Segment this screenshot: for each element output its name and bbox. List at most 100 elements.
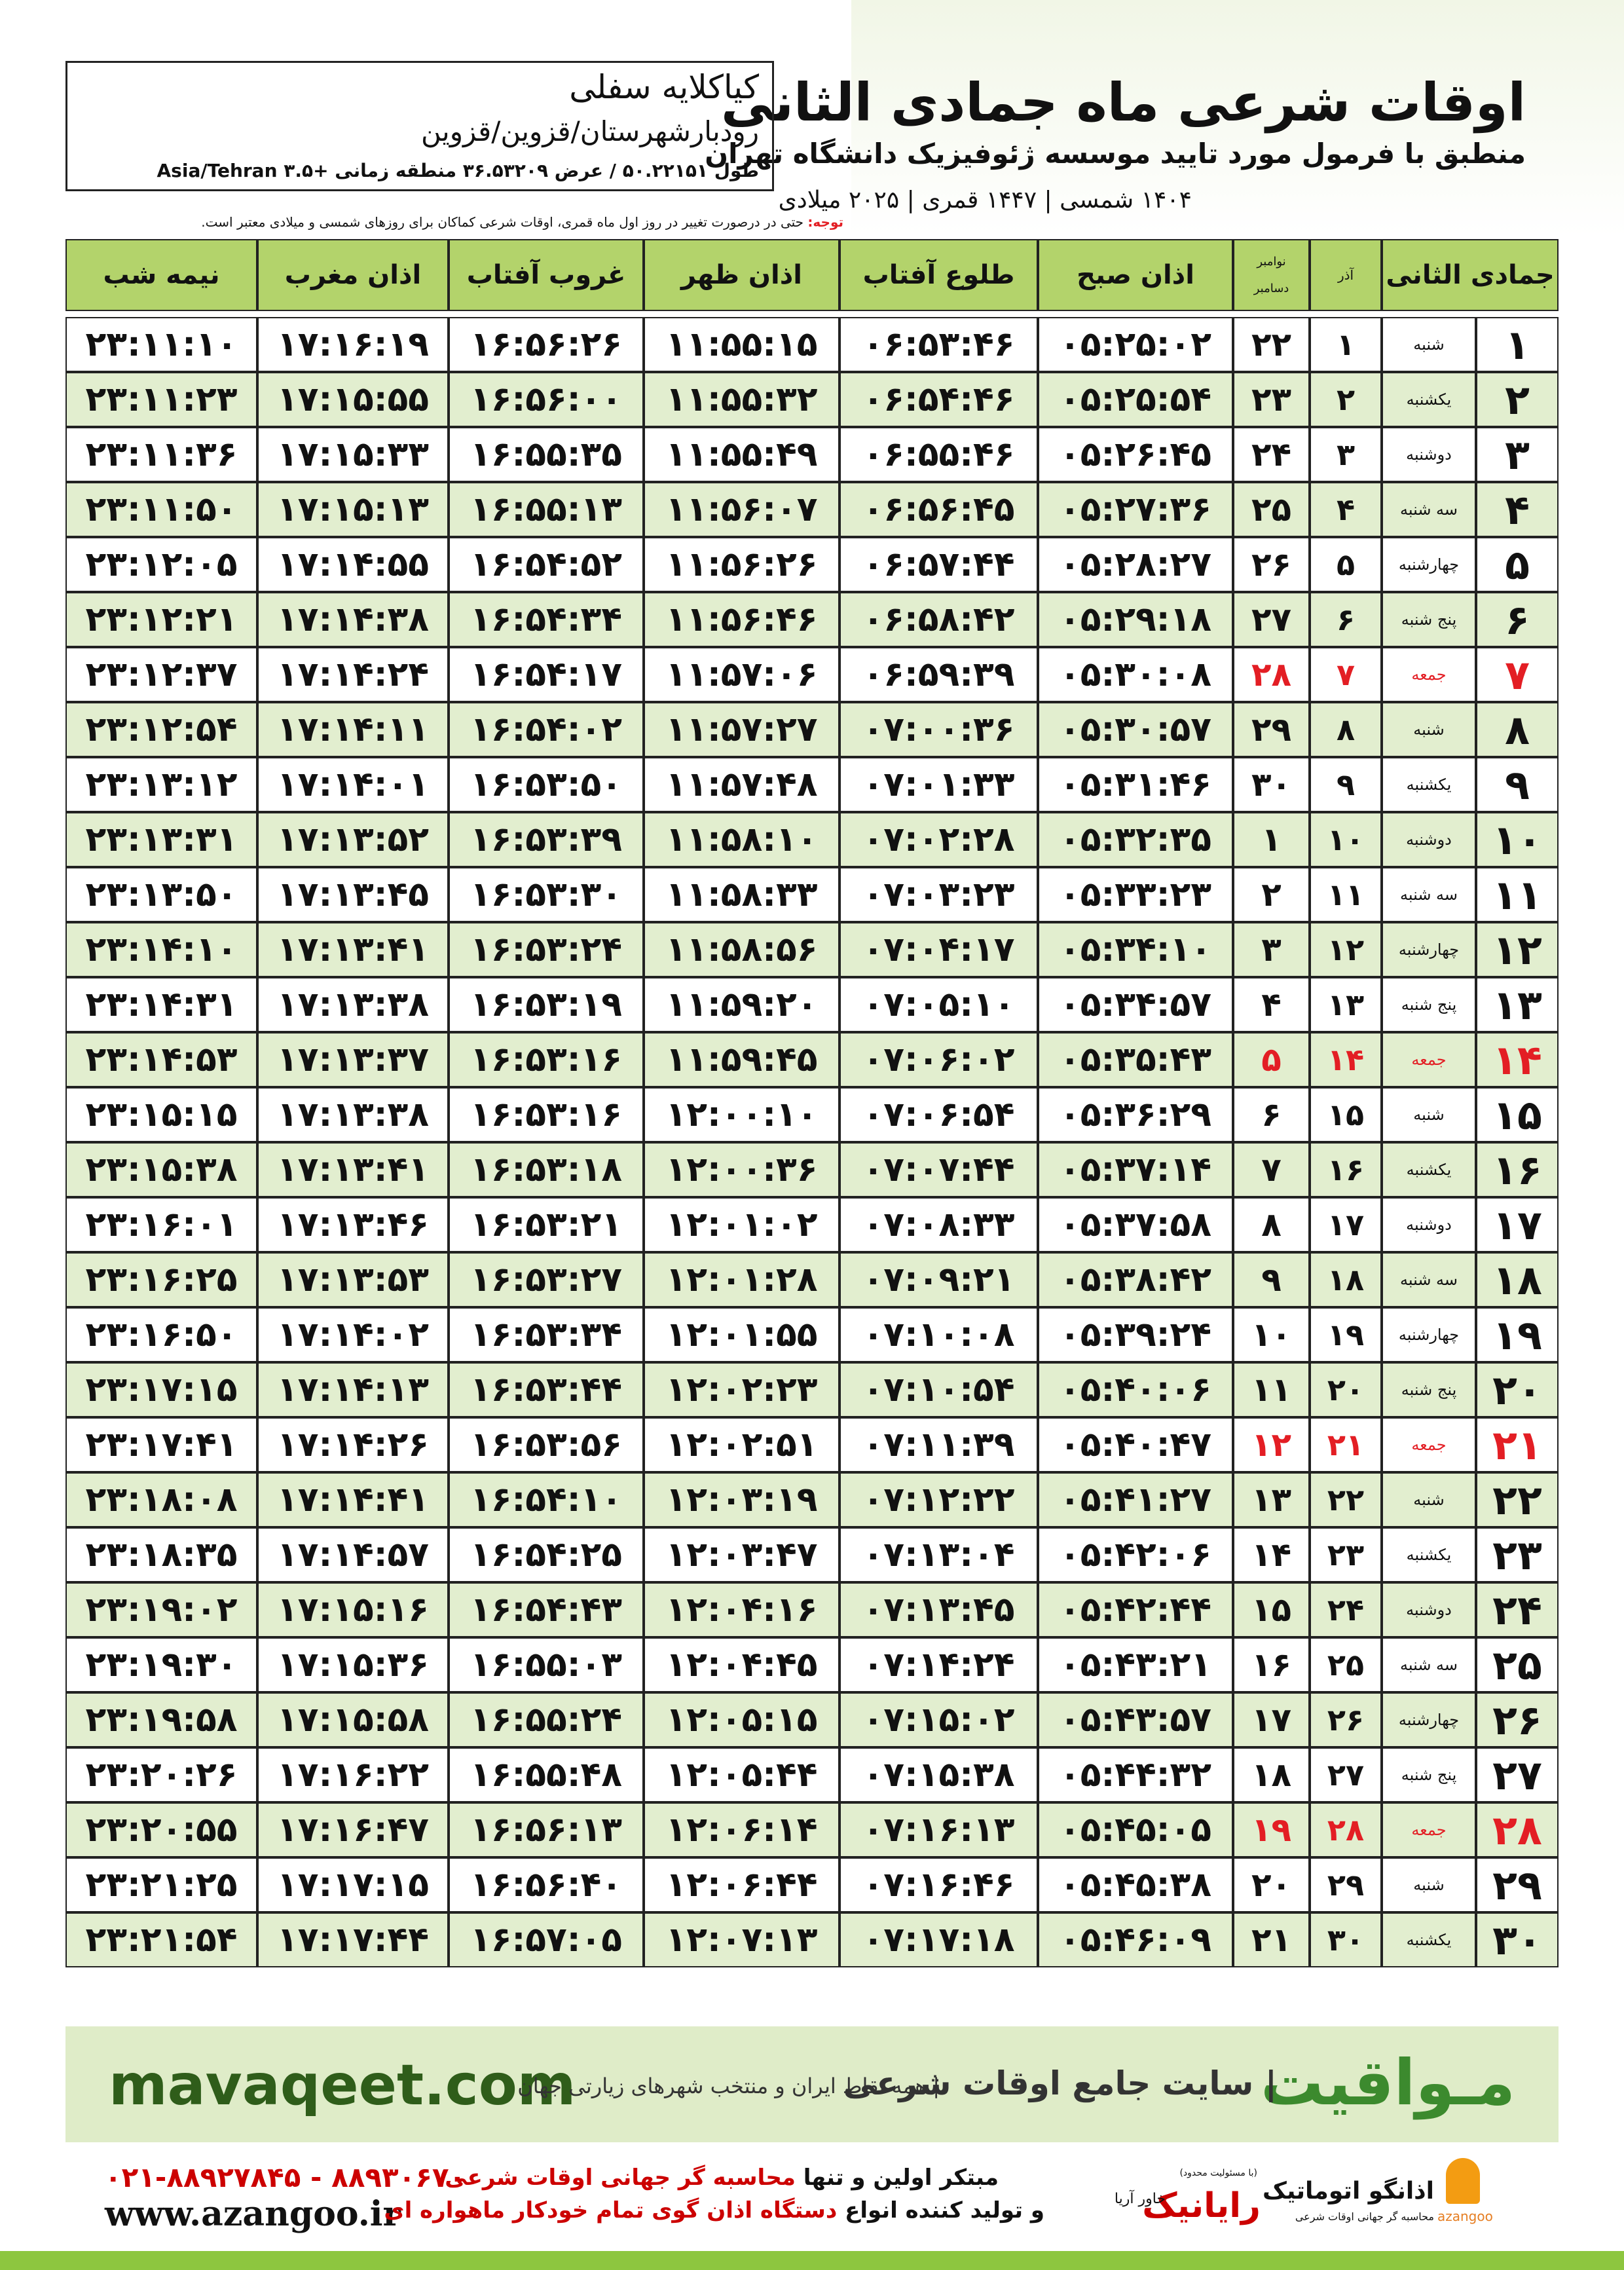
time-cell: ۱۶:۵۳:۱۶	[449, 1087, 644, 1142]
day-cell: ۱۱	[1476, 867, 1559, 922]
time-cell: ۱۶:۵۴:۲۵	[449, 1527, 644, 1582]
day-cell: یکشنبه	[1382, 372, 1476, 427]
day-cell: ۶	[1233, 1087, 1310, 1142]
day-cell: ۲۲	[1233, 317, 1310, 372]
time-cell: ۰۵:۳۱:۴۶	[1038, 757, 1233, 812]
time-cell: ۰۷:۰۱:۳۳	[840, 757, 1038, 812]
time-cell: ۱۶:۵۳:۵۶	[449, 1417, 644, 1472]
time-cell: ۰۶:۵۷:۴۴	[840, 537, 1038, 592]
time-cell: ۰۵:۳۳:۲۳	[1038, 867, 1233, 922]
day-cell: ۱۴	[1476, 1032, 1559, 1087]
day-cell: ۱۷	[1310, 1197, 1382, 1252]
time-cell: ۲۳:۱۲:۰۵	[65, 537, 257, 592]
column-header: اذان ظهر	[644, 239, 840, 311]
day-cell: یکشنبه	[1382, 757, 1476, 812]
day-cell: شنبه	[1382, 1857, 1476, 1912]
time-cell: ۰۷:۰۹:۲۱	[840, 1252, 1038, 1307]
day-cell: ۹	[1476, 757, 1559, 812]
time-cell: ۲۳:۱۱:۱۰	[65, 317, 257, 372]
bottom-bar	[0, 2251, 1624, 2270]
time-cell: ۲۳:۱۶:۰۱	[65, 1197, 257, 1252]
website: mavaqeet.com	[109, 2053, 576, 2118]
day-cell: ۲۷	[1310, 1747, 1382, 1802]
time-cell: ۲۳:۱۵:۱۵	[65, 1087, 257, 1142]
time-cell: ۰۵:۳۵:۴۳	[1038, 1032, 1233, 1087]
time-cell: ۱۷:۱۷:۴۴	[257, 1912, 449, 1967]
time-cell: ۱۷:۱۴:۰۲	[257, 1307, 449, 1362]
time-cell: ۱۷:۱۵:۱۳	[257, 482, 449, 537]
time-cell: ۰۵:۳۰:۵۷	[1038, 702, 1233, 757]
time-cell: ۱۶:۵۶:۰۰	[449, 372, 644, 427]
day-cell: ۲۱	[1476, 1417, 1559, 1472]
logo2-sub: محاسبه گر جهانی اوقات شرعی	[1295, 2210, 1434, 2223]
time-cell: ۰۵:۴۱:۲۷	[1038, 1472, 1233, 1527]
time-cell: ۲۳:۱۳:۵۰	[65, 867, 257, 922]
day-cell: ۱۵	[1233, 1582, 1310, 1637]
day-cell: ۲۲	[1310, 1472, 1382, 1527]
time-cell: ۱۱:۵۷:۴۸	[644, 757, 840, 812]
time-cell: ۲۳:۱۴:۵۳	[65, 1032, 257, 1087]
time-cell: ۱۲:۰۴:۱۶	[644, 1582, 840, 1637]
time-cell: ۲۳:۱۶:۲۵	[65, 1252, 257, 1307]
day-cell: جمعه	[1382, 647, 1476, 702]
day-cell: ۱۰	[1233, 1307, 1310, 1362]
time-cell: ۱۶:۵۳:۱۸	[449, 1142, 644, 1197]
day-cell: سه شنبه	[1382, 1252, 1476, 1307]
day-cell: ۱۳	[1476, 977, 1559, 1032]
time-cell: ۱۱:۵۸:۵۶	[644, 922, 840, 977]
time-cell: ۱۱:۵۵:۳۲	[644, 372, 840, 427]
day-cell: ۹	[1233, 1252, 1310, 1307]
time-cell: ۱۶:۵۷:۰۵	[449, 1912, 644, 1967]
day-cell: ۱	[1476, 317, 1559, 372]
time-cell: ۰۷:۰۸:۳۳	[840, 1197, 1038, 1252]
time-cell: ۲۳:۱۲:۵۴	[65, 702, 257, 757]
day-cell: شنبه	[1382, 1087, 1476, 1142]
time-cell: ۰۵:۴۴:۳۲	[1038, 1747, 1233, 1802]
time-cell: ۱۲:۰۱:۰۲	[644, 1197, 840, 1252]
day-cell: ۴	[1476, 482, 1559, 537]
day-cell: ۲۱	[1233, 1912, 1310, 1967]
day-cell: ۱۴	[1310, 1032, 1382, 1087]
time-cell: ۲۳:۱۹:۳۰	[65, 1637, 257, 1692]
day-cell: چهارشنبه	[1382, 537, 1476, 592]
time-cell: ۱۷:۱۴:۴۱	[257, 1472, 449, 1527]
day-cell: جمعه	[1382, 1802, 1476, 1857]
time-cell: ۰۷:۰۴:۱۷	[840, 922, 1038, 977]
day-cell: ۳۰	[1233, 757, 1310, 812]
time-cell: ۱۶:۵۳:۳۹	[449, 812, 644, 867]
day-cell: ۲۷	[1233, 592, 1310, 647]
time-cell: ۲۳:۱۴:۳۱	[65, 977, 257, 1032]
column-header-label: دسامبر	[1253, 282, 1289, 295]
time-cell: ۰۶:۵۵:۴۶	[840, 427, 1038, 482]
tagline-text: مبتکر اولین و تنها	[795, 2165, 999, 2191]
time-cell: ۰۷:۱۶:۱۳	[840, 1802, 1038, 1857]
day-cell: ۱۹	[1476, 1307, 1559, 1362]
time-cell: ۰۵:۴۳:۲۱	[1038, 1637, 1233, 1692]
time-cell: ۰۵:۴۲:۰۶	[1038, 1527, 1233, 1582]
tagline-highlight: دستگاه اذان گوی تمام خودکار ماهواره ای	[384, 2197, 838, 2223]
time-cell: ۱۷:۱۳:۳۸	[257, 1087, 449, 1142]
time-cell: ۰۵:۳۷:۱۴	[1038, 1142, 1233, 1197]
time-cell: ۰۵:۳۴:۱۰	[1038, 922, 1233, 977]
day-cell: ۱۳	[1233, 1472, 1310, 1527]
time-cell: ۱۲:۰۷:۱۳	[644, 1912, 840, 1967]
time-cell: ۱۱:۵۶:۲۶	[644, 537, 840, 592]
phones: ۰۲۱-۸۸۹۲۷۸۴۵ - ۸۸۹۳۰۶۷۰	[105, 2161, 466, 2193]
day-cell: ۱۶	[1476, 1142, 1559, 1197]
day-cell: ۳۰	[1310, 1912, 1382, 1967]
day-cell: ۷	[1476, 647, 1559, 702]
time-cell: ۱۷:۱۳:۳۸	[257, 977, 449, 1032]
time-cell: ۰۶:۵۸:۴۲	[840, 592, 1038, 647]
time-cell: ۱۷:۱۳:۴۶	[257, 1197, 449, 1252]
time-cell: ۲۳:۱۲:۳۷	[65, 647, 257, 702]
time-cell: ۰۵:۴۶:۰۹	[1038, 1912, 1233, 1967]
day-cell: ۲۰	[1233, 1857, 1310, 1912]
column-header: نوامبر دسامبر	[1233, 239, 1310, 311]
logo2-icon	[1446, 2158, 1480, 2204]
day-cell: ۲۴	[1310, 1582, 1382, 1637]
day-cell: پنج شنبه	[1382, 1747, 1476, 1802]
day-cell: ۱۲	[1233, 1417, 1310, 1472]
day-cell: جمعه	[1382, 1417, 1476, 1472]
day-cell: ۲۹	[1310, 1857, 1382, 1912]
day-cell: ۱۱	[1310, 867, 1382, 922]
